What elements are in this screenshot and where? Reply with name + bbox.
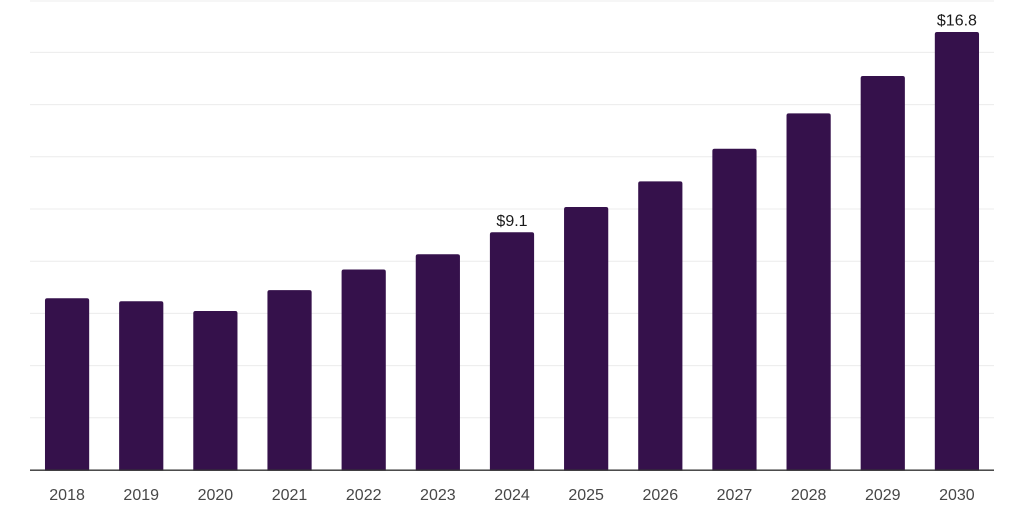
svg-text:2029: 2029: [865, 487, 901, 504]
svg-text:2025: 2025: [568, 487, 604, 504]
svg-text:2027: 2027: [717, 487, 753, 504]
svg-text:2018: 2018: [49, 487, 85, 504]
svg-text:2030: 2030: [939, 487, 975, 504]
svg-text:2023: 2023: [420, 487, 456, 504]
svg-text:2024: 2024: [494, 487, 530, 504]
svg-text:2019: 2019: [123, 487, 159, 504]
svg-text:2021: 2021: [272, 487, 308, 504]
svg-text:2028: 2028: [791, 487, 827, 504]
svg-text:2020: 2020: [198, 487, 234, 504]
svg-text:2026: 2026: [643, 487, 679, 504]
svg-text:$9.1: $9.1: [496, 213, 527, 230]
svg-text:2022: 2022: [346, 487, 382, 504]
svg-text:$16.8: $16.8: [937, 13, 977, 30]
